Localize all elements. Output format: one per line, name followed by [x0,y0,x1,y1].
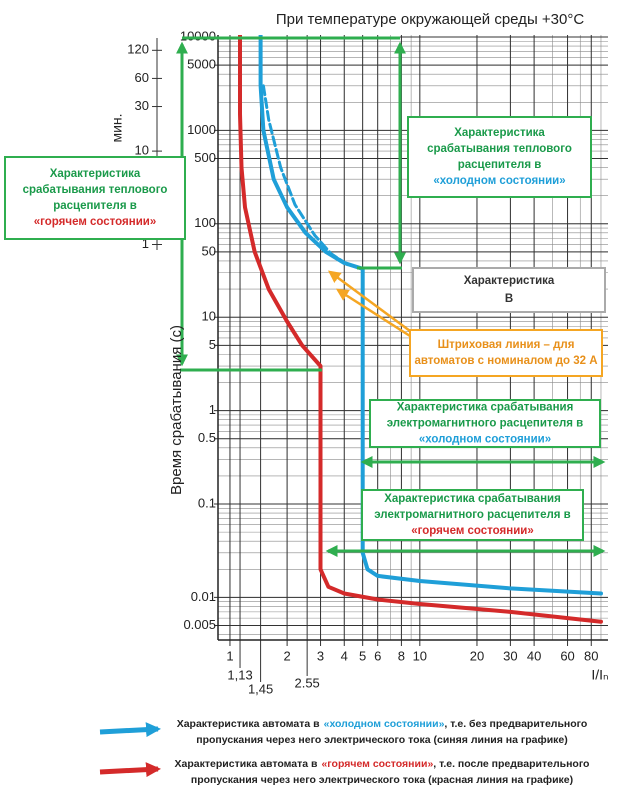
legend-highlight: «горячем состоянии» [321,758,433,770]
x-tick-label: 5 [359,648,366,663]
x-tick-label: 40 [527,648,541,663]
x-tick-label: 1 [226,648,233,663]
y-tick-label: 500 [194,150,216,165]
annotation-boxes: Характеристика срабатывания теплового расц… [4,116,606,541]
orange-arrow [335,288,411,338]
y-tick-label: 100 [194,215,216,230]
annotation-text: Характеристика [50,168,141,180]
y-tick-label: 5 [209,337,216,352]
annotation-highlight: «холодном состоянии» [433,175,565,187]
curves [238,35,603,624]
chart-title: При температуре окружающей среды +30°С [276,11,585,28]
annotation-text: Штриховая линия – для [438,339,575,351]
x-extra-tick-label: 1,45 [248,681,273,696]
annotation-box [361,489,584,541]
x-tick-label: 6 [374,648,381,663]
legend-prefix: Характеристика автомата в [175,758,318,770]
annotation-text: расцепителя в [53,200,137,212]
legend-text: пропускания через него электрического то… [191,774,573,785]
legend-rest: , т.е. без предварительного [444,718,587,730]
legend-highlight: «холодном состоянии» [324,718,445,730]
annotation-text: автоматов с номиналом до 32 А [414,355,597,367]
annotation-highlight: «холодном состоянии» [419,434,551,446]
x-extra-tick-label: 1,13 [227,667,252,682]
x-tick-label: 8 [398,648,405,663]
legend-rest: , т.е. после предварительного [433,758,589,770]
y2-tick-label: 10 [135,143,149,158]
y-tick-label: 0.1 [198,495,216,510]
x-tick-label: 2 [283,648,290,663]
annotation-text: Характеристика срабатывания [397,402,574,414]
orange-arrow [327,270,411,333]
y2-tick-label: 120 [127,42,149,57]
y-tick-label: 10 [202,309,216,324]
y-tick-label: 0.5 [198,430,216,445]
curve [238,35,603,624]
annotation-box [407,116,592,198]
annotation-text: B [505,293,513,305]
legend-text: Характеристика автомата в «холодном состо… [177,718,588,730]
legend: Характеристика автомата в «холодном состо… [175,718,590,785]
legend-text: Характеристика автомата в «горячем состоя… [175,758,590,770]
x-tick-label: 4 [341,648,348,663]
annotation-highlight: «горячем состоянии» [34,216,156,228]
x-tick-label: 60 [560,648,574,663]
y-tick-label: 5000 [187,57,216,72]
annotation-text: срабатывания теплового [427,143,572,155]
annotation-text: расцепителя в [458,159,542,171]
annotation-text: Характеристика срабатывания [384,493,561,505]
annotation-text: электромагнитного расцепителя в [387,418,584,430]
annotation-text: электромагнитного расцепителя в [374,509,571,521]
x-tick-label: 80 [584,648,598,663]
x-axis-label: I/Iₙ [591,667,608,683]
annotation-box [409,329,603,377]
annotation-text: Характеристика [464,275,555,287]
legend-text: пропускания через него электрического то… [196,734,568,746]
y-tick-label: 0.005 [183,617,216,632]
y-axis-label: Время срабатывания (с) [168,325,185,495]
y-tick-label: 50 [202,243,216,258]
x-tick-label: 30 [503,648,517,663]
annotation-box [412,267,606,313]
dashed-curve [261,84,350,267]
annotation-box [369,399,601,448]
annotation-highlight: «горячем состоянии» [411,525,533,537]
x-tick-label: 20 [470,648,484,663]
x-extra-tick-label: 2.55 [294,675,319,690]
y-tick-label: 0.01 [191,589,216,604]
annotation-text: Характеристика [454,127,545,139]
y-tick-label: 10000 [180,28,216,43]
y2-axis-label: мин. [109,113,125,142]
y2-tick-label: 30 [135,98,149,113]
annotation-text: срабатывания теплового [23,184,168,196]
y-tick-label: 1000 [187,122,216,137]
x-tick-label: 10 [413,648,427,663]
labels: При температуре окружающей среды +30°С В… [109,11,609,683]
legend-prefix: Характеристика автомата в [177,718,320,730]
legend-arrow [99,722,161,738]
y-tick-label: 1 [209,402,216,417]
y2-tick-label: 1 [142,236,149,251]
y2-tick-label: 60 [135,70,149,85]
x-tick-label: 3 [317,648,324,663]
legend-arrow [99,762,161,778]
annotation-box [4,156,186,240]
